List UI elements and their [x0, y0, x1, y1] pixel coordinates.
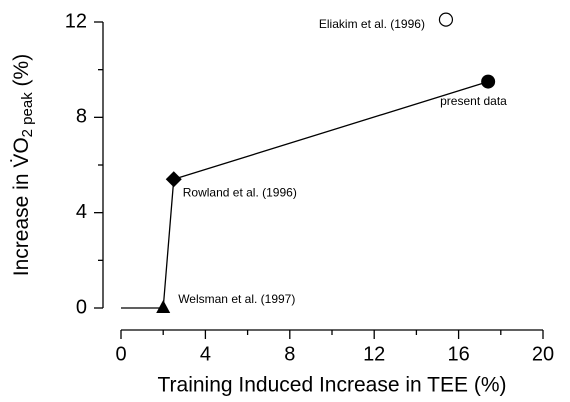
marker-diamond	[165, 171, 182, 188]
x-axis-label: Training Induced Increase in TEE (%)	[157, 374, 506, 397]
marker-triangle	[156, 300, 171, 313]
y-label-part: (%)	[10, 54, 33, 93]
y-label-part: V̇O	[10, 137, 33, 167]
y-tick-label: 8	[76, 106, 87, 128]
point-label: Eliakim et al. (1996)	[319, 17, 425, 31]
data-line	[121, 80, 489, 309]
x-tick-label: 20	[532, 343, 554, 365]
x-tick-label: 0	[115, 343, 126, 365]
x-tick-label: 16	[447, 343, 469, 365]
x-tick-label: 8	[284, 343, 295, 365]
y-label-sub: 2 peak	[19, 92, 36, 138]
point-label: present data	[440, 94, 507, 108]
marker-open-circle	[438, 12, 454, 27]
marker-circle	[481, 74, 496, 89]
y-label-part: Increase in	[10, 168, 33, 277]
x-tick-label: 4	[200, 343, 211, 365]
y-tick-label: 12	[65, 10, 87, 32]
point-label: Rowland et al. (1996)	[183, 185, 297, 199]
y-tick-label: 0	[76, 296, 87, 318]
y-axis-label: Increase in V̇O2 peak (%)	[10, 54, 36, 276]
point-label: Welsman et al. (1997)	[178, 292, 295, 306]
y-tick-label: 4	[76, 201, 87, 223]
x-tick-label: 12	[363, 343, 385, 365]
